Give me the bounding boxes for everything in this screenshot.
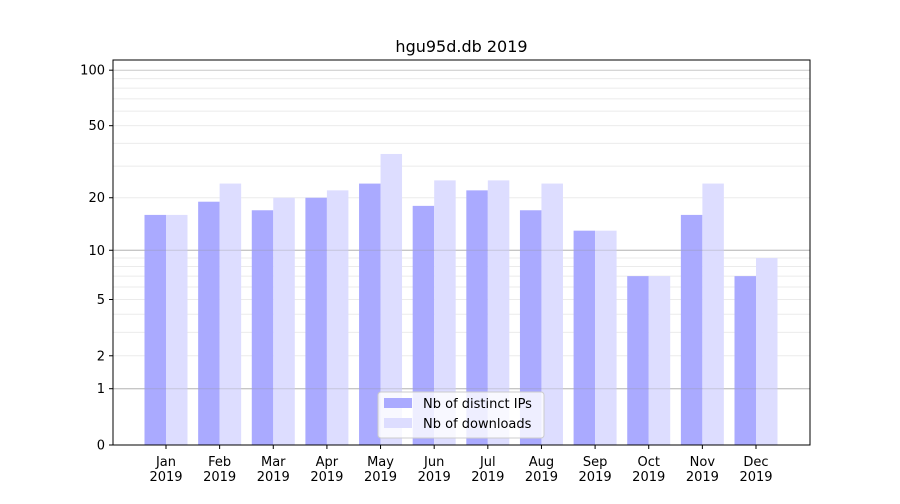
x-tick-label: Oct 2019 xyxy=(632,455,665,485)
y-tick-label: 50 xyxy=(88,119,105,134)
bar-downloads xyxy=(434,180,456,446)
bar-downloads xyxy=(702,183,724,446)
y-tick-label: 0 xyxy=(97,439,105,454)
bar-distinct-ips xyxy=(519,210,542,445)
y-tick-label: 1 xyxy=(97,382,105,397)
x-tick-label: Mar 2019 xyxy=(257,455,290,485)
bar-distinct-ips xyxy=(251,210,274,445)
bar-distinct-ips xyxy=(627,276,649,445)
bar-downloads xyxy=(166,214,188,445)
x-tick-label: Nov 2019 xyxy=(686,455,719,485)
bar-downloads xyxy=(273,197,295,445)
bar-distinct-ips xyxy=(573,230,596,445)
legend-box xyxy=(377,391,545,439)
y-tick-label: 100 xyxy=(80,64,105,79)
bar-downloads xyxy=(326,190,349,445)
bar-distinct-ips xyxy=(144,214,166,445)
x-tick-label: Apr 2019 xyxy=(310,455,343,485)
legend-swatch xyxy=(384,398,412,408)
x-tick-label: Jul 2019 xyxy=(471,455,504,485)
bar-distinct-ips xyxy=(680,214,703,445)
legend-label: Nb of downloads xyxy=(423,417,532,432)
x-tick-label: May 2019 xyxy=(364,455,397,485)
bar-distinct-ips xyxy=(305,197,327,445)
x-tick-label: Jun 2019 xyxy=(418,455,451,485)
x-tick-label: Jan 2019 xyxy=(149,455,182,485)
x-tick-label: Feb 2019 xyxy=(203,455,236,485)
x-tick-label: Dec 2019 xyxy=(739,455,772,485)
y-tick-label: 2 xyxy=(97,349,105,364)
y-tick-label: 10 xyxy=(88,244,105,259)
bar-downloads xyxy=(487,180,510,446)
bar-distinct-ips xyxy=(412,205,435,445)
y-tick-label: 20 xyxy=(88,191,105,206)
bar-distinct-ips xyxy=(198,201,220,445)
chart-title: hgu95d.db 2019 xyxy=(395,37,527,56)
bar-distinct-ips xyxy=(466,190,488,445)
bar-downloads xyxy=(756,258,778,445)
bar-downloads xyxy=(380,153,403,445)
y-tick-label: 5 xyxy=(97,293,105,308)
axes-frame xyxy=(112,59,811,446)
bar-distinct-ips xyxy=(359,183,381,446)
bar-downloads xyxy=(541,183,563,446)
legend-label: Nb of distinct IPs xyxy=(423,397,532,412)
bar-downloads xyxy=(648,276,671,445)
bar-downloads xyxy=(219,183,242,446)
legend-swatch xyxy=(384,418,412,428)
legend: Nb of distinct IPs Nb of downloads xyxy=(377,391,545,439)
bar-downloads xyxy=(595,230,617,445)
x-tick-label: Sep 2019 xyxy=(579,455,612,485)
bar-distinct-ips xyxy=(734,276,756,445)
x-tick-label: Aug 2019 xyxy=(525,455,558,485)
